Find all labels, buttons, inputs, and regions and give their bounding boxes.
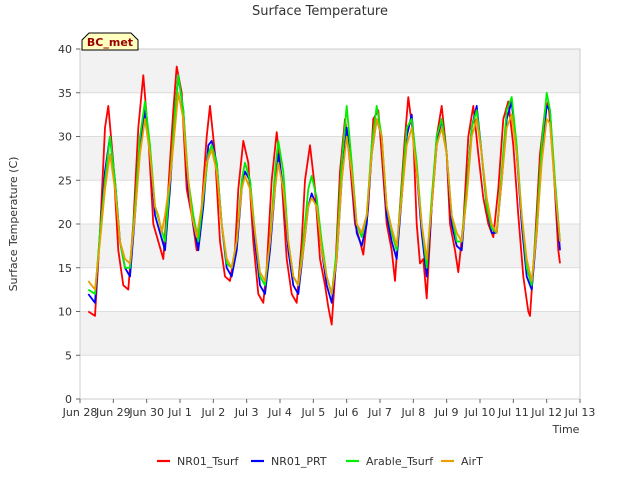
x-tick-label: Jun 28 — [62, 406, 98, 419]
x-axis-label: Time — [552, 423, 580, 436]
annotation-text: BC_met — [87, 36, 133, 49]
y-tick-label: 15 — [58, 262, 72, 275]
x-tick-label: Jul 11 — [497, 406, 529, 419]
y-axis-label: Surface Temperature (C) — [7, 157, 20, 292]
x-tick-label: Jul 4 — [267, 406, 292, 419]
y-tick-label: 35 — [58, 87, 72, 100]
y-tick-label: 10 — [58, 306, 72, 319]
x-tick-label: Jul 7 — [367, 406, 392, 419]
legend-label: NR01_PRT — [271, 455, 327, 468]
series-line-nr01-tsurf — [87, 65, 561, 326]
chart-title: Surface Temperature — [252, 4, 388, 19]
x-tick-label: Jun 29 — [95, 406, 131, 419]
x-tick-label: Jul 3 — [234, 406, 259, 419]
x-tick-label: Jul 5 — [300, 406, 325, 419]
x-tick-label: Jul 8 — [400, 406, 425, 419]
legend-label: Arable_Tsurf — [366, 455, 434, 468]
x-tick-label: Jul 1 — [167, 406, 192, 419]
x-tick-label: Jul 13 — [564, 406, 596, 419]
y-tick-label: 0 — [65, 393, 72, 406]
plot-band — [80, 49, 580, 93]
plot-band — [80, 355, 580, 399]
y-tick-label: 40 — [58, 43, 72, 56]
legend-label: NR01_Tsurf — [177, 455, 239, 468]
bc-met-annotation: BC_met — [81, 32, 139, 51]
x-tick-label: Jul 2 — [200, 406, 225, 419]
y-tick-label: 25 — [58, 174, 72, 187]
legend-label: AirT — [461, 455, 483, 468]
y-tick-label: 30 — [58, 131, 72, 144]
y-tick-label: 5 — [65, 349, 72, 362]
series-line-airt — [87, 91, 561, 295]
x-tick-label: Jul 9 — [434, 406, 459, 419]
legend: NR01_Tsurf NR01_PRT Arable_Tsurf AirT — [157, 455, 483, 468]
x-tick-label: Jun 30 — [128, 406, 164, 419]
y-axis-ticks: 0 5 10 15 20 25 30 35 40 — [58, 43, 80, 406]
series-lines — [87, 65, 561, 326]
y-tick-label: 20 — [58, 218, 72, 231]
x-tick-label: Jul 10 — [464, 406, 496, 419]
plot-band — [80, 136, 580, 181]
x-tick-label: Jul 12 — [530, 406, 562, 419]
plot-band — [80, 92, 580, 137]
x-tick-label: Jul 6 — [334, 406, 359, 419]
